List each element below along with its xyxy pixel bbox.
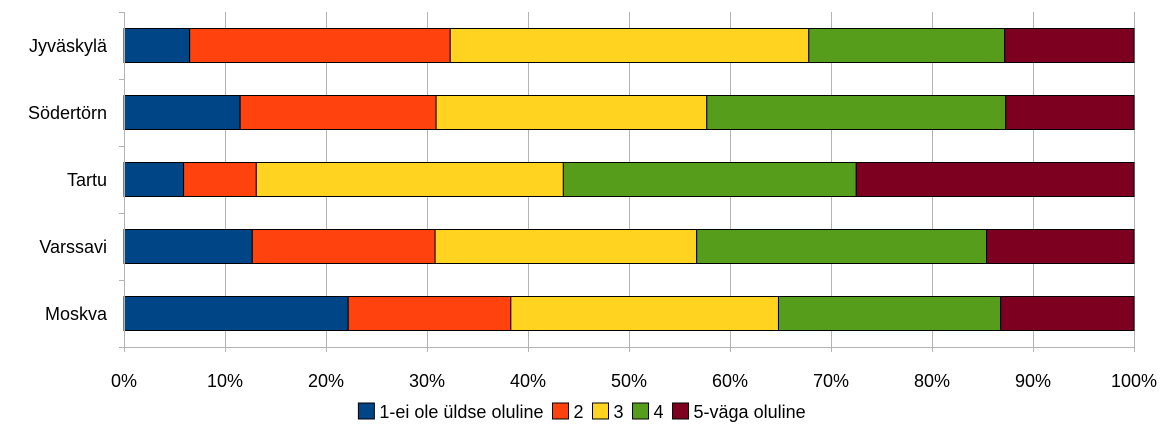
category-label: Moskva xyxy=(45,304,108,324)
legend: 1-ei ole üldse oluline 2 3 4 5-väga oluline xyxy=(357,402,806,422)
category-label: Södertörn xyxy=(28,103,107,123)
bar-segment-varssavi-1-ei-ole-ldse-oluline xyxy=(123,229,253,264)
bar-segment-jyv-skyl-3 xyxy=(449,28,810,63)
legend-swatch-4 xyxy=(632,402,650,420)
bar-segment-moskva-2 xyxy=(347,296,512,331)
x-tick-label: 50% xyxy=(611,371,647,391)
bar-segment-tartu-1-ei-ole-ldse-oluline xyxy=(123,162,185,197)
bar-segment-moskva-4 xyxy=(777,296,1002,331)
bar-segment-tartu-5-v-ga-oluline xyxy=(855,162,1135,197)
bar-segment-moskva-3 xyxy=(510,296,779,331)
x-tick-label: 80% xyxy=(914,371,950,391)
x-tick-label: 10% xyxy=(207,371,243,391)
bar-segment-tartu-4 xyxy=(562,162,857,197)
legend-swatch-1-ei-ole-ldse-oluline xyxy=(357,402,375,420)
category-label: Jyväskylä xyxy=(29,36,108,56)
x-tick-label: 20% xyxy=(308,371,344,391)
bar-segment-varssavi-5-v-ga-oluline xyxy=(986,229,1135,264)
x-tick-label: 100% xyxy=(1111,371,1157,391)
legend-label: 1-ei ole üldse oluline xyxy=(379,402,543,422)
x-tick-labels: 0% 10% 20% 30% 40% 50% 60% 70% 80% 90% 100% xyxy=(111,371,1157,391)
category-label: Varssavi xyxy=(39,237,107,257)
bar-segment-jyv-skyl-2 xyxy=(189,28,451,63)
bar-segment-s-dert-rn-2 xyxy=(239,95,437,130)
axes xyxy=(124,12,1134,348)
x-tick-label: 90% xyxy=(1015,371,1051,391)
x-tick-label: 60% xyxy=(712,371,748,391)
bar-segment-moskva-5-v-ga-oluline xyxy=(1000,296,1135,331)
legend-swatch-2 xyxy=(551,402,569,420)
legend-label: 5-väga oluline xyxy=(694,402,806,422)
legend-label: 4 xyxy=(654,402,664,422)
bar-segment-tartu-3 xyxy=(255,162,564,197)
x-tick-label: 30% xyxy=(409,371,445,391)
legend-swatch-5-v-ga-oluline xyxy=(672,402,690,420)
bar-segment-varssavi-4 xyxy=(696,229,988,264)
bar-segment-s-dert-rn-5-v-ga-oluline xyxy=(1005,95,1135,130)
bar-segment-tartu-2 xyxy=(183,162,257,197)
bar-segment-varssavi-3 xyxy=(434,229,698,264)
bar-segment-s-dert-rn-4 xyxy=(706,95,1007,130)
category-label: Tartu xyxy=(67,170,107,190)
legend-label: 2 xyxy=(573,402,583,422)
x-tick-label: 70% xyxy=(813,371,849,391)
bar-segment-jyv-skyl-5-v-ga-oluline xyxy=(1004,28,1135,63)
bar-segment-moskva-1-ei-ole-ldse-oluline xyxy=(123,296,349,331)
legend-label: 3 xyxy=(614,402,624,422)
bar-segment-varssavi-2 xyxy=(251,229,436,264)
x-tick-label: 0% xyxy=(111,371,137,391)
legend-swatch-3 xyxy=(592,402,610,420)
bar-segments xyxy=(123,28,1135,331)
bar-segment-jyv-skyl-4 xyxy=(808,28,1006,63)
x-tick-label: 40% xyxy=(510,371,546,391)
bar-segment-s-dert-rn-3 xyxy=(435,95,708,130)
category-labels: Jyväskylä Södertörn Tartu Varssavi Moskva xyxy=(28,36,108,324)
bar-segment-s-dert-rn-1-ei-ole-ldse-oluline xyxy=(123,95,241,130)
bar-segment-jyv-skyl-1-ei-ole-ldse-oluline xyxy=(123,28,191,63)
